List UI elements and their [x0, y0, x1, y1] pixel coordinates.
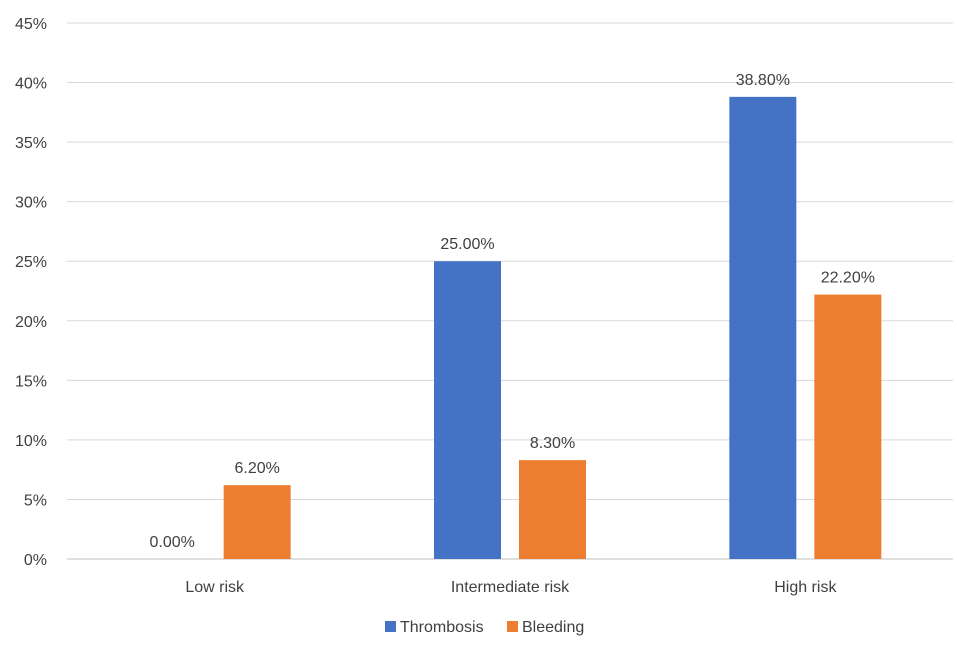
- x-tick-label: Intermediate risk: [451, 579, 570, 596]
- y-tick-label: 35%: [15, 135, 47, 152]
- y-tick-label: 20%: [15, 314, 47, 331]
- legend-swatch-thrombosis: [385, 621, 396, 632]
- gridlines: [67, 22, 953, 560]
- y-tick-label: 45%: [15, 16, 47, 33]
- legend-label-thrombosis: Thrombosis: [400, 619, 484, 636]
- legend: Thrombosis Bleeding: [385, 619, 584, 636]
- y-tick-label: 25%: [15, 254, 47, 271]
- x-tick-label: Low risk: [185, 579, 245, 596]
- bar-bleeding-intermediate-risk: [519, 460, 586, 559]
- data-label: 6.20%: [234, 460, 279, 477]
- data-labels: 0.00% 6.20% 25.00% 8.30% 38.80% 22.20%: [149, 72, 874, 551]
- x-axis: Low risk Intermediate risk High risk: [185, 579, 837, 596]
- data-label: 0.00%: [149, 534, 194, 551]
- legend-label-bleeding: Bleeding: [522, 619, 584, 636]
- x-tick-label: High risk: [774, 579, 837, 596]
- bars: [223, 96, 882, 560]
- bar-bleeding-low-risk: [223, 485, 291, 559]
- bar-thrombosis-intermediate-risk: [434, 261, 501, 559]
- y-axis: 0% 5% 10% 15% 20% 25% 30% 35% 40% 45%: [15, 16, 47, 569]
- data-label: 22.20%: [821, 270, 875, 287]
- data-label: 38.80%: [736, 72, 790, 89]
- bar-bleeding-high-risk: [814, 294, 882, 559]
- bar-thrombosis-high-risk: [729, 96, 797, 560]
- legend-swatch-bleeding: [507, 621, 518, 632]
- y-tick-label: 10%: [15, 433, 47, 450]
- data-label: 8.30%: [530, 435, 575, 452]
- y-tick-label: 40%: [15, 76, 47, 93]
- y-tick-label: 30%: [15, 195, 47, 212]
- y-tick-label: 15%: [15, 373, 47, 390]
- data-label: 25.00%: [440, 236, 494, 253]
- y-tick-label: 5%: [24, 492, 47, 509]
- y-tick-label: 0%: [24, 552, 47, 569]
